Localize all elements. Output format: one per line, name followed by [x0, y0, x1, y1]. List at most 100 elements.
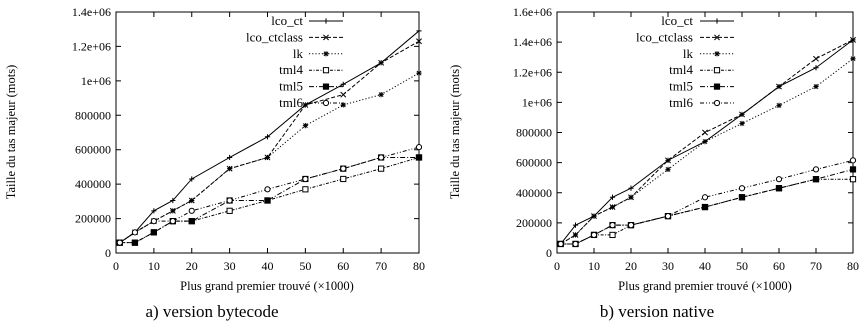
y-tick-label: 1.2e+06 [513, 65, 552, 79]
legend-entry: tml4 [669, 62, 734, 77]
series-tml5 [116, 154, 423, 246]
x-tick-label: 60 [337, 259, 349, 273]
data-point [628, 185, 634, 191]
data-point [302, 102, 309, 108]
y-tick-label: 400000 [516, 186, 552, 200]
x-tick-label: 60 [773, 259, 785, 273]
x-tick-label: 70 [375, 259, 387, 273]
data-point [188, 218, 195, 225]
legend-label: lco_ct [661, 13, 693, 28]
data-point [812, 166, 820, 173]
x-axis-label: Plus grand premier trouvé (×1000) [618, 279, 792, 293]
data-point [609, 222, 616, 229]
data-point [416, 28, 422, 34]
legend-entry: lco_ctclass [246, 29, 343, 44]
legend-entry: tml5 [279, 79, 343, 94]
data-point [813, 65, 819, 71]
legend-marker [713, 99, 721, 107]
data-point [170, 197, 176, 204]
legend-marker [714, 18, 720, 24]
series-line [119, 146, 420, 244]
series-tml4 [557, 176, 857, 248]
y-tick-label: 400000 [75, 177, 111, 191]
legend-entry: tml4 [279, 62, 343, 77]
data-point [227, 166, 233, 172]
y-tick-label: 1.2e+06 [72, 39, 111, 53]
legend-entry: lco_ct [271, 13, 343, 28]
series-tml6 [557, 157, 857, 248]
data-point [264, 134, 271, 140]
data-point [813, 83, 819, 90]
data-point [849, 157, 857, 164]
x-tick-label: 0 [113, 259, 119, 273]
data-point [170, 208, 176, 214]
y-tick-label: 0 [546, 246, 552, 260]
data-point [702, 138, 708, 145]
data-point [264, 186, 271, 193]
series-lco-ctclass [116, 38, 422, 246]
legend-marker [323, 51, 329, 57]
data-point [150, 218, 157, 225]
data-point [739, 111, 745, 118]
x-axis-label: Plus grand premier trouvé (×1000) [180, 279, 354, 293]
legend-label: tml5 [669, 79, 693, 94]
data-point [188, 207, 195, 214]
legend-label: tml6 [669, 95, 693, 110]
y-axis-label: Taille du tas majeur (mots) [4, 65, 18, 200]
data-point [378, 154, 385, 161]
y-tick-label: 1.4e+06 [72, 5, 111, 19]
data-point [664, 212, 672, 220]
x-tick-label: 80 [847, 259, 859, 273]
legend-marker [323, 18, 329, 24]
x-tick-label: 80 [413, 259, 425, 273]
legend-marker [714, 51, 720, 57]
legend-entry: lk [293, 46, 343, 61]
data-point [739, 120, 745, 127]
legend-entry: lco_ctclass [636, 29, 734, 44]
data-point [849, 176, 857, 183]
data-point [302, 123, 308, 129]
series-line [560, 178, 853, 245]
data-point [340, 91, 347, 98]
data-point [590, 231, 598, 239]
data-point [572, 240, 579, 248]
x-tick-label: 10 [588, 259, 600, 273]
legend-marker [323, 34, 329, 41]
data-point [416, 38, 422, 45]
legend-marker [322, 67, 330, 74]
data-point [264, 154, 271, 161]
data-point [850, 36, 856, 43]
legend-label: lco_ctclass [246, 29, 303, 44]
data-point [738, 185, 746, 192]
legend-label: lk [293, 46, 304, 61]
x-tick-label: 70 [810, 259, 822, 273]
x-tick-label: 20 [186, 259, 198, 273]
data-point [701, 194, 709, 201]
x-tick-label: 50 [299, 259, 311, 273]
legend-entry: tml5 [669, 79, 734, 94]
chart-caption: b) version native [600, 302, 714, 321]
data-point [609, 204, 616, 210]
series-tml6 [116, 144, 423, 246]
data-point [131, 239, 139, 246]
data-point [812, 176, 820, 183]
y-tick-label: 600000 [516, 156, 552, 170]
data-point [415, 154, 423, 161]
data-point [738, 194, 746, 201]
data-point [378, 165, 385, 172]
data-point [227, 154, 233, 161]
y-tick-label: 800000 [516, 126, 552, 140]
data-point [131, 229, 139, 236]
data-point [609, 231, 616, 239]
legend-label: lco_ct [271, 13, 303, 28]
legend-entry: tml6 [669, 95, 734, 110]
data-point [850, 56, 856, 62]
data-point [609, 194, 616, 200]
data-point [628, 194, 634, 200]
x-tick-label: 20 [625, 259, 637, 273]
x-tick-label: 10 [148, 259, 160, 273]
chart-caption: a) version bytecode [145, 302, 278, 321]
data-point [849, 166, 857, 173]
y-tick-label: 600000 [75, 143, 111, 157]
